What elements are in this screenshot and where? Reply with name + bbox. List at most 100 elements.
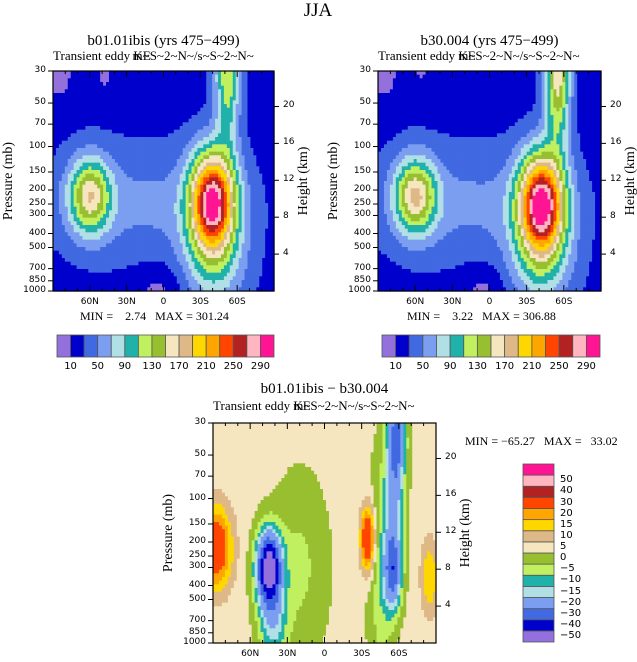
contour-cell [194,129,198,134]
contour-cell [212,74,216,79]
contour-cell [53,100,57,105]
y-tick-label: 100 [188,492,206,503]
contour-cell [135,93,140,98]
contour-cell [120,74,125,79]
contour-cell [188,89,193,94]
contour-cell [167,111,172,116]
contour-cell [250,111,254,116]
contour-cell [100,107,104,112]
contour-cell [132,188,137,193]
contour-cell [70,89,75,94]
contour-cell [123,85,128,90]
contour-cell [123,162,128,167]
contour-cell [53,93,57,98]
contour-cell [162,107,166,112]
contour-cell [156,111,160,116]
contour-cell [156,96,160,101]
contour-cell [194,100,198,105]
contour-cell [226,118,231,123]
contour-cell [58,184,63,189]
contour-cell [265,74,269,79]
contour-cell [147,78,151,83]
contour-cell [167,170,172,175]
contour-cell [91,177,95,182]
contour-cell [94,100,98,105]
contour-cell [268,93,272,98]
contour-cell [191,118,196,123]
contour-cell [176,181,181,186]
contour-cell [138,181,142,186]
contour-cell [232,166,237,171]
contour-cell [265,85,269,90]
contour-cell [76,82,81,87]
contour-cell [103,115,107,120]
contour-cell [256,111,260,116]
contour-cell [153,181,157,186]
contour-cell [73,78,78,83]
contour-cell [132,140,137,145]
contour-cell [194,104,198,109]
contour-cell [129,188,134,193]
contour-cell [58,133,63,138]
contour-cell [265,137,269,142]
contour-cell [170,118,175,123]
contour-cell [162,148,166,153]
contour-cell [108,78,113,83]
contour-cell [206,166,210,171]
contour-cell [94,166,98,171]
contour-cell [229,111,234,116]
contour-cell [53,170,57,175]
contour-cell [167,148,172,153]
contour-cell [97,126,101,131]
contour-cell [144,129,148,134]
contour-cell [153,140,157,145]
contour-cell [238,137,243,142]
contour-cell [82,129,87,134]
contour-cell [188,82,193,87]
contour-cell [156,159,160,164]
contour-cell [70,148,75,153]
contour-cell [144,107,148,112]
contour-cell [244,85,249,90]
contour-cell [170,144,175,149]
contour-cell [241,133,246,138]
contour-cell [182,181,187,186]
contour-cell [67,115,72,120]
contour-cell [185,162,190,167]
contour-cell [132,122,137,127]
contour-cell [244,118,249,123]
contour-cell [241,89,246,94]
contour-cell [200,177,204,182]
contour-cell [67,111,72,116]
contour-cell [103,173,107,178]
contour-cell [241,107,246,112]
contour-cell [200,100,204,105]
contour-cell [73,107,78,112]
contour-cell [91,148,95,153]
contour-cell [141,181,145,186]
contour-cell [241,85,246,90]
contour-cell [229,155,234,160]
contour-cell [61,140,66,145]
contour-cell [85,115,89,120]
contour-cell [194,170,198,175]
contour-cell [191,184,196,189]
contour-cell [176,118,181,123]
contour-cell [108,140,113,145]
contour-cell [82,140,87,145]
contour-cell [268,181,272,186]
contour-cell [123,122,128,127]
contour-cell [191,100,196,105]
contour-cell [203,166,207,171]
x-tick-label: 0 [321,649,328,659]
contour-cell [259,129,263,134]
contour-cell [162,82,166,87]
contour-cell [91,71,95,76]
contour-cell [185,159,190,164]
contour-cell [111,137,116,142]
y-tick-label: 50 [194,449,206,460]
contour-cell [226,137,231,142]
contour-cell [97,159,101,164]
contour-cell [114,78,119,83]
contour-cell [197,133,201,138]
